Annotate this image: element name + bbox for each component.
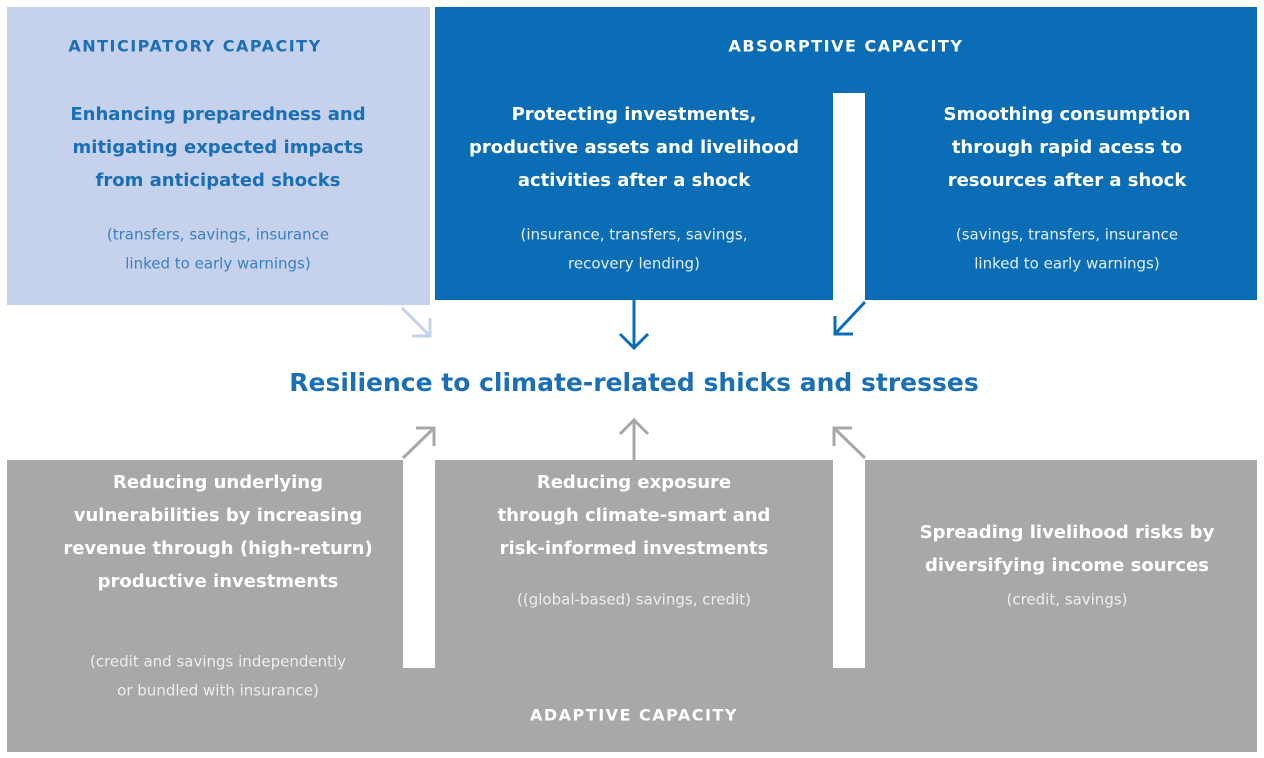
- heading: Spreading livelihood risks by: [920, 522, 1215, 543]
- arrows: [400, 300, 867, 460]
- heading: Enhancing preparedness and: [70, 104, 365, 125]
- heading: diversifying income sources: [925, 555, 1209, 576]
- heading: from anticipated shocks: [96, 170, 341, 191]
- note: or bundled with insurance): [117, 682, 319, 700]
- arrow: [618, 300, 650, 351]
- divider: [833, 459, 865, 668]
- heading: through climate-smart and: [498, 505, 771, 526]
- arrow: [400, 306, 432, 338]
- heading: vulnerabilities by increasing: [74, 505, 362, 526]
- arrow: [832, 426, 867, 460]
- note: (credit, savings): [1006, 591, 1127, 609]
- anticipatory-box: [7, 7, 430, 305]
- note: linked to early warnings): [125, 255, 310, 273]
- arrow: [401, 426, 436, 460]
- title: ANTICIPATORY CAPACITY: [68, 37, 321, 56]
- note: (transfers, savings, insurance: [107, 226, 329, 244]
- heading: activities after a shock: [518, 170, 751, 191]
- note: linked to early warnings): [974, 255, 1159, 273]
- center-title: Resilience to climate-related shicks and…: [289, 368, 979, 397]
- note: (credit and savings independently: [90, 653, 346, 671]
- heading: risk-informed investments: [500, 538, 769, 559]
- note: recovery lending): [568, 255, 700, 273]
- arrow: [618, 417, 650, 460]
- adaptive-box: [7, 460, 1257, 752]
- divider: [833, 93, 865, 301]
- title: ABSORPTIVE CAPACITY: [729, 37, 964, 56]
- arrow: [833, 300, 867, 336]
- heading: Protecting investments,: [512, 104, 757, 125]
- heading: mitigating expected impacts: [73, 137, 364, 158]
- heading: through rapid acess to: [952, 137, 1182, 158]
- heading: revenue through (high-return): [63, 538, 372, 559]
- heading: resources after a shock: [948, 170, 1188, 191]
- note: (insurance, transfers, savings,: [521, 226, 748, 244]
- divider: [403, 459, 435, 668]
- heading: Reducing underlying: [113, 472, 323, 493]
- note: (savings, transfers, insurance: [956, 226, 1178, 244]
- heading: productive investments: [98, 571, 339, 592]
- heading: Smoothing consumption: [944, 104, 1191, 125]
- note: ((global-based) savings, credit): [517, 591, 751, 609]
- heading: Reducing exposure: [537, 472, 731, 493]
- title: ADAPTIVE CAPACITY: [530, 706, 738, 725]
- heading: productive assets and livelihood: [469, 137, 799, 158]
